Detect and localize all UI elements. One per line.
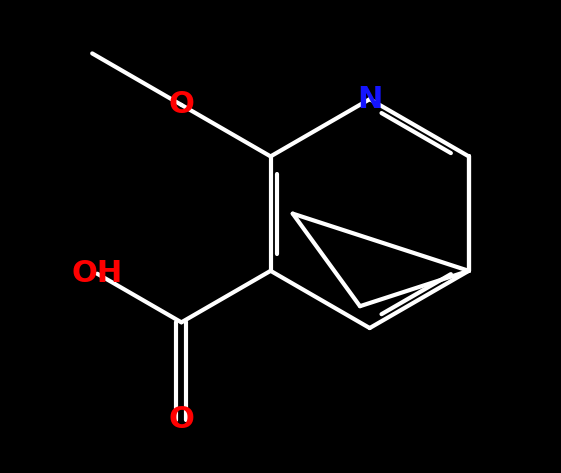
Text: O: O [168,405,194,434]
Text: OH: OH [72,259,123,288]
Text: O: O [168,90,194,119]
Text: N: N [357,85,383,114]
